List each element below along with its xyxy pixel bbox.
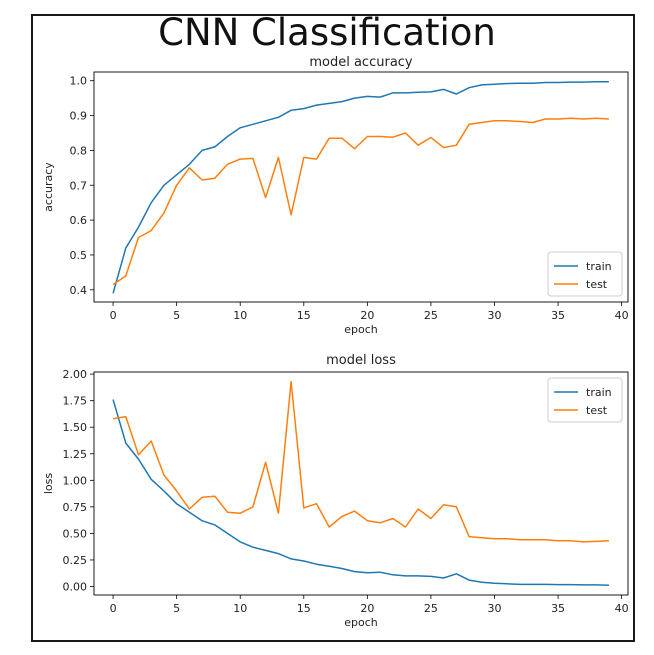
loss-ytick-label: 1.25 (63, 448, 88, 461)
loss-train-line (112, 399, 609, 586)
accuracy-ytick-label: 0.5 (70, 249, 88, 262)
loss-chart: model loss 0.00 0.25 0.50 0.75 1.00 1.25 1.50 1.… (42, 353, 629, 629)
accuracy-xtick-label: 20 (360, 309, 374, 322)
accuracy-xtick-label: 25 (424, 309, 438, 322)
loss-xtick-label: 40 (615, 602, 629, 615)
loss-ytick-label: 1.50 (63, 421, 88, 434)
loss-ytick-label: 0.00 (63, 581, 88, 594)
accuracy-ytick-label: 0.9 (70, 110, 88, 123)
accuracy-xtick-label: 30 (488, 309, 502, 322)
accuracy-test-line (112, 117, 609, 286)
loss-ytick-label: 0.25 (63, 554, 88, 567)
loss-xtick-label: 35 (551, 602, 565, 615)
figure-title: CNN Classification (158, 11, 496, 54)
accuracy-xlabel: epoch (344, 323, 378, 336)
figure-frame (31, 14, 635, 642)
accuracy-xtick-label: 15 (297, 309, 311, 322)
accuracy-xtick-label: 0 (110, 309, 117, 322)
loss-xtick-label: 10 (233, 602, 247, 615)
loss-legend-test-label: test (586, 404, 608, 417)
accuracy-xtick-label: 10 (233, 309, 247, 322)
loss-plot-title: model loss (326, 353, 396, 368)
loss-xtick-label: 30 (488, 602, 502, 615)
loss-ylabel: loss (42, 473, 55, 495)
accuracy-chart: model accuracy 0.4 0.5 0.6 0.7 0.8 0.9 1.0 0 5 10 1… (42, 55, 629, 336)
accuracy-xtick-label: 35 (551, 309, 565, 322)
accuracy-train-line (112, 81, 609, 294)
accuracy-legend-train-label: train (586, 260, 612, 273)
accuracy-legend-test-label: test (586, 278, 608, 291)
accuracy-ylabel: accuracy (42, 162, 55, 212)
accuracy-legend-box (547, 251, 623, 297)
accuracy-ytick-label: 0.7 (70, 179, 88, 192)
loss-xtick-label: 25 (424, 602, 438, 615)
accuracy-plot-area (93, 71, 629, 303)
accuracy-ytick-label: 1.0 (70, 75, 88, 88)
loss-ytick-label: 0.50 (63, 527, 88, 540)
loss-ytick-label: 1.75 (63, 395, 88, 408)
accuracy-ytick-label: 0.6 (70, 214, 88, 227)
loss-xtick-label: 20 (360, 602, 374, 615)
loss-ytick-label: 1.00 (63, 474, 88, 487)
loss-test-line (112, 380, 609, 543)
loss-ytick-label: 0.75 (63, 501, 88, 514)
accuracy-ytick-label: 0.8 (70, 144, 88, 157)
loss-xtick-label: 15 (297, 602, 311, 615)
loss-xtick-label: 0 (110, 602, 117, 615)
loss-legend-box (547, 377, 623, 423)
accuracy-plot-title: model accuracy (309, 55, 413, 70)
loss-ytick-label: 2.00 (63, 368, 88, 381)
loss-xlabel: epoch (344, 616, 378, 629)
loss-legend-train-label: train (586, 386, 612, 399)
accuracy-xtick-label: 5 (173, 309, 180, 322)
loss-xtick-label: 5 (173, 602, 180, 615)
accuracy-xtick-label: 40 (615, 309, 629, 322)
accuracy-ytick-label: 0.4 (70, 284, 88, 297)
loss-plot-area (93, 371, 629, 596)
